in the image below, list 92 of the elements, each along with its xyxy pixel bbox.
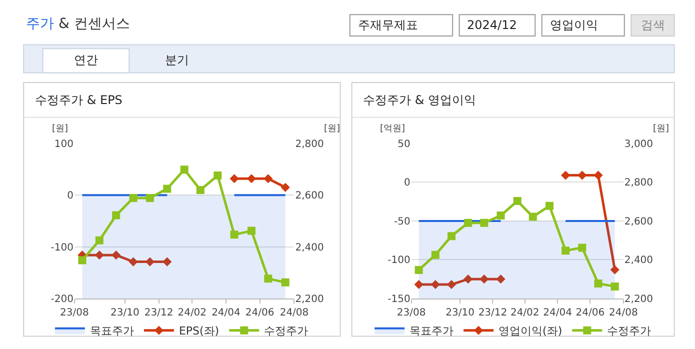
y2-tick-label: 2,400 [295, 242, 324, 254]
point [562, 246, 570, 255]
point [513, 197, 522, 206]
y-tick-label: -50 [394, 216, 410, 228]
point [414, 266, 423, 274]
point [546, 202, 554, 210]
point [180, 166, 188, 174]
point [496, 212, 505, 220]
point [162, 257, 172, 266]
point [496, 274, 506, 284]
x-tick-label: 24/04 [543, 307, 572, 318]
point [431, 250, 440, 259]
x-tick-label: 23/10 [110, 307, 140, 318]
y-tick-label: -200 [50, 294, 74, 305]
legend-label: 목표주가 [90, 324, 134, 338]
y-axis-title: [원] [52, 124, 68, 134]
point [94, 250, 104, 260]
legend-label: EPS(좌) [178, 324, 220, 338]
x-tick-label: 24/02 [510, 307, 540, 318]
y2-axis-title: [원] [324, 124, 340, 134]
y2-tick-label: 2,600 [295, 190, 324, 202]
text: 검색 [641, 18, 665, 32]
point [610, 265, 620, 274]
point [95, 236, 104, 244]
y2-tick-label: 2,400 [624, 255, 654, 266]
point [264, 274, 272, 283]
chart-title: 수정주가 & 영업이익 [363, 93, 476, 107]
text: 연간 [74, 53, 98, 67]
point [447, 232, 456, 240]
point [528, 212, 537, 221]
y2-tick-label: 2,200 [295, 294, 324, 305]
point [280, 182, 290, 192]
text: 분기 [165, 53, 189, 67]
legend-label: 영업이익(좌) [498, 324, 562, 338]
point [246, 174, 256, 184]
point [430, 280, 440, 290]
x-tick-label: 24/04 [212, 307, 240, 318]
x-tick-label: 23/08 [396, 307, 426, 318]
point [146, 194, 154, 202]
y-tick-label: 0 [67, 190, 74, 202]
y2-tick-label: 2,600 [624, 216, 654, 228]
y-tick-label: 50 [398, 138, 410, 150]
point [129, 194, 138, 202]
point [464, 218, 472, 227]
point [610, 282, 619, 290]
y-tick-label: -100 [50, 242, 74, 254]
x-tick-label: 23/10 [446, 307, 474, 318]
text: 주가 & 컨센서스 [26, 16, 130, 32]
chart-title: 수정주가 & EPS [35, 93, 122, 107]
y2-tick-label: 2,200 [624, 294, 654, 305]
x-tick-label: 24/06 [576, 307, 605, 318]
y2-tick-label: 2,800 [624, 178, 654, 189]
y-tick-label: 0 [404, 178, 410, 189]
x-tick-label: 23/12 [478, 307, 508, 318]
y-axis-title: [억원] [380, 124, 406, 134]
point [594, 280, 602, 288]
y2-axis-title: [원] [653, 124, 670, 134]
point [464, 274, 473, 284]
point [446, 280, 456, 290]
point [578, 244, 586, 252]
text: 2024/12 [467, 18, 517, 32]
point [230, 230, 238, 239]
point [480, 274, 489, 284]
y2-tick-label: 2,800 [295, 138, 324, 150]
point [480, 218, 488, 227]
point [248, 226, 256, 235]
point [414, 280, 424, 290]
point [128, 257, 138, 266]
y-tick-label: -100 [388, 255, 410, 266]
legend-label: 수정주가 [264, 324, 308, 338]
point [281, 278, 290, 286]
x-tick-label: 23/08 [60, 307, 89, 318]
legend-label: 수정주가 [607, 324, 652, 338]
point [112, 250, 121, 260]
point [196, 186, 204, 194]
point [214, 172, 222, 180]
text: 영업이익 [550, 18, 598, 32]
point [264, 174, 273, 184]
y2-tick-label: 3,000 [624, 138, 654, 150]
x-tick-label: 24/06 [245, 307, 274, 318]
x-tick-label: 24/08 [609, 307, 638, 318]
point [230, 174, 239, 184]
point [78, 256, 86, 264]
x-tick-label: 23/12 [144, 307, 174, 318]
x-tick-label: 24/08 [280, 307, 309, 318]
legend-label: 목표주가 [410, 324, 454, 338]
text: 주재무제표 [358, 18, 418, 32]
point [112, 211, 120, 220]
x-tick-label: 24/02 [178, 307, 207, 318]
y-tick-label: 100 [54, 138, 74, 150]
y-tick-label: -150 [388, 294, 410, 305]
point [163, 184, 172, 193]
